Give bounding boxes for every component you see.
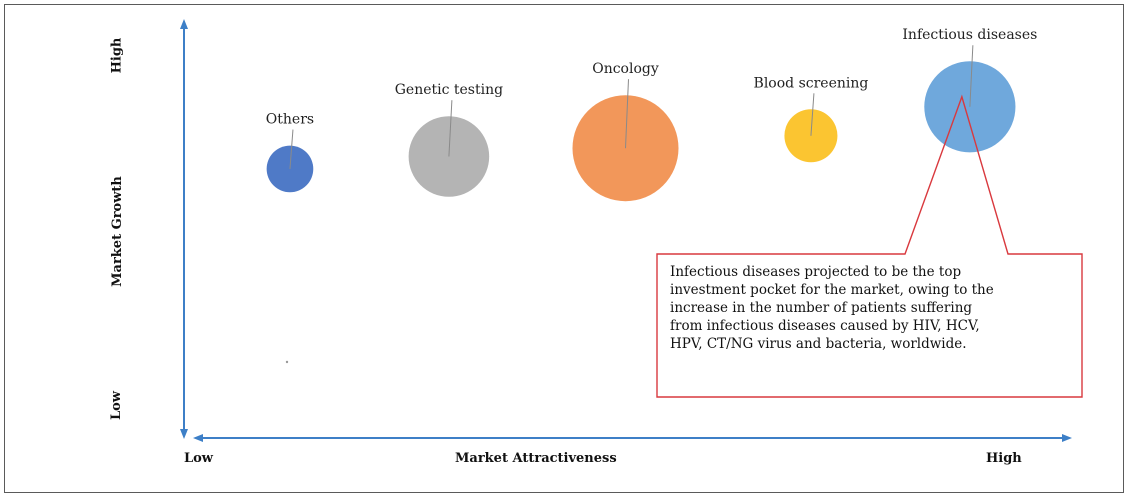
callout-line: HPV, CT/NG virus and bacteria, worldwide… (670, 336, 967, 352)
bubble-label: Genetic testing (395, 82, 503, 98)
callout-box (656, 94, 1083, 398)
callout-shape (656, 94, 1083, 398)
bubble-label: Others (266, 112, 314, 128)
x-axis-high-label: High (986, 451, 1022, 466)
bubble-leader-line (810, 93, 815, 136)
bubbles: Others Genetic testing Oncology Blood scree… (266, 27, 1037, 202)
stray-dot (285, 360, 289, 364)
callout-line: investment pocket for the market, owing … (670, 282, 994, 298)
y-axis-high-label: High (109, 37, 125, 74)
y-axis-title: Market Growth (109, 176, 125, 287)
bubble-label: Infectious diseases (902, 27, 1037, 43)
bubble-others (266, 145, 314, 193)
callout-text: Infectious diseases projected to be the … (670, 263, 1075, 353)
x-axis-title: Market Attractiveness (455, 451, 617, 466)
bubble-label: Blood screening (754, 75, 869, 91)
axes (180, 19, 1072, 442)
x-axis-low-label: Low (184, 451, 214, 466)
bubble-label: Oncology (592, 61, 659, 77)
bubble-leader-line (969, 45, 974, 107)
callout-line: Infectious diseases projected to be the … (670, 264, 962, 280)
bubble-leader-line (625, 79, 629, 149)
bubble-leader-line (289, 129, 294, 169)
y-axis-low-label: Low (109, 390, 125, 421)
callout-line: increase in the number of patients suffe… (670, 300, 973, 316)
callout-line: from infectious diseases caused by HIV, … (670, 318, 980, 334)
chart-frame (4, 4, 1124, 493)
bubble-leader-line (448, 100, 453, 157)
